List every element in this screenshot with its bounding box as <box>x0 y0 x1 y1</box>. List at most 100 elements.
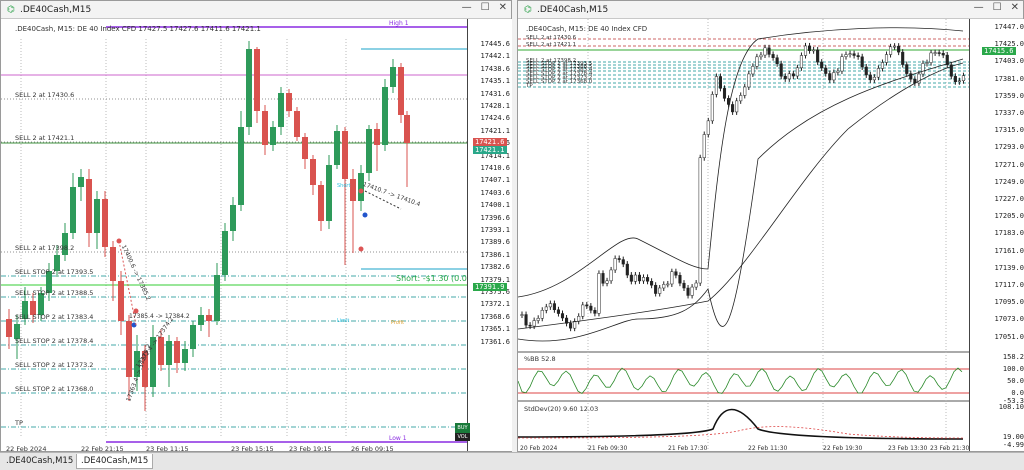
candle-body <box>286 93 292 111</box>
price-tick: 17428.1 <box>480 102 510 110</box>
chart-icon: ⌬ <box>6 5 16 15</box>
tab-chart-1[interactable]: .DE40Cash,M15 <box>2 454 77 468</box>
candle-body <box>614 258 617 269</box>
left-chart-area[interactable]: .DE40Cash, M15: DE 40 Index CFD 17427.5 … <box>1 19 511 451</box>
candle-body <box>650 281 653 285</box>
candle-body <box>533 321 536 327</box>
candle-body <box>326 165 332 221</box>
candle-body <box>962 76 965 81</box>
candle-body <box>667 284 670 285</box>
price-tick: 17431.6 <box>480 90 510 98</box>
candle-body <box>561 314 564 318</box>
candle-body <box>845 55 848 57</box>
order-label: SELL STOP 2 at 17373.2 <box>15 361 93 369</box>
price-tick: 17407.1 <box>480 176 510 184</box>
price-tick: 17445.6 <box>480 40 510 48</box>
candle-body <box>254 49 260 111</box>
candle-body <box>638 275 641 281</box>
candle-body <box>318 185 324 221</box>
candle-body <box>922 63 925 74</box>
candle-body <box>246 49 252 127</box>
right-price-scale[interactable]: 17447.0 17425.0 17403.0 17381.0 17359.0 17337… <box>969 19 1024 451</box>
candle-body <box>930 53 933 63</box>
right-chart-area[interactable]: .DE40Cash, M15: DE 40 Index CFD SELL 2 a… <box>518 19 1023 451</box>
tab-chart-2[interactable]: .DE40Cash,M15 <box>76 454 153 469</box>
left-titlebar[interactable]: ⌬ .DE40Cash,M15 — ☐ ✕ <box>1 1 511 19</box>
price-badge-2: 17421.1 <box>473 146 507 154</box>
indicator-tick: -4.99 <box>1003 441 1024 449</box>
candle-body <box>190 325 196 349</box>
candle-body <box>796 68 799 76</box>
maximize-icon[interactable]: ☐ <box>481 2 490 13</box>
candle-body <box>780 64 783 77</box>
price-tick: 17389.6 <box>480 238 510 246</box>
candle-body <box>752 66 755 74</box>
close-icon[interactable]: ✕ <box>1011 2 1019 13</box>
candle-body <box>816 50 819 62</box>
candle-body <box>545 307 548 310</box>
candle-body <box>662 284 665 288</box>
candle-body <box>837 71 840 72</box>
small-label-profit: Profit <box>391 319 404 327</box>
candle-body <box>350 179 356 201</box>
minimize-icon[interactable]: — <box>462 2 472 13</box>
price-tick: 17337.0 <box>994 109 1024 117</box>
candle-body <box>557 310 560 314</box>
candle-body <box>748 74 751 87</box>
candle-body <box>739 95 742 100</box>
price-tick: 17435.1 <box>480 77 510 85</box>
price-tick: 17365.1 <box>480 325 510 333</box>
price-tick: 17396.6 <box>480 214 510 222</box>
trade-marker <box>359 247 364 252</box>
close-icon[interactable]: ✕ <box>499 2 507 13</box>
candle-body <box>626 264 629 275</box>
trade-marker <box>363 213 368 218</box>
indicator-tick: 50.0 <box>1007 377 1024 385</box>
candle-body <box>735 101 738 112</box>
price-tick: 17381.0 <box>994 75 1024 83</box>
low-label: Low 1 <box>389 435 407 443</box>
order-label: SELL STOP 2 at 17378.4 <box>15 337 93 345</box>
candle-body <box>719 76 722 88</box>
price-badge-1: 17421.6 <box>473 138 507 146</box>
candle-body <box>577 316 580 321</box>
maximize-icon[interactable]: ☐ <box>993 2 1002 13</box>
candle-body <box>788 74 791 79</box>
candle-body <box>658 288 661 294</box>
right-window-title: .DE40Cash,M15 <box>537 5 608 15</box>
candle-body <box>646 277 649 281</box>
candle-body <box>792 74 795 76</box>
candle-body <box>602 273 605 283</box>
order-label: SELL 2 at 17430.6 <box>15 91 74 99</box>
price-tick: 17359.0 <box>994 92 1024 100</box>
indicator-tick: 100.0 <box>1003 365 1024 373</box>
indicator-tick: 108.10 <box>999 403 1024 411</box>
candle-body <box>829 74 832 80</box>
candle-body <box>776 58 779 64</box>
left-chart-window[interactable]: ⌬ .DE40Cash,M15 — ☐ ✕ .DE40Cash, M15: DE… <box>0 0 512 452</box>
candle-body <box>549 304 552 307</box>
right-chart-window[interactable]: ⌬ .DE40Cash,M15 — ☐ ✕ .DE40Cash, M15: DE… <box>517 0 1024 452</box>
left-price-scale[interactable]: 17445.6 17442.1 17438.6 17435.1 17431.6 17428… <box>467 19 512 451</box>
candle-body <box>954 76 957 81</box>
candle-body <box>238 127 244 205</box>
candle-body <box>654 285 657 293</box>
right-titlebar[interactable]: ⌬ .DE40Cash,M15 — ☐ ✕ <box>518 1 1023 19</box>
candle-body <box>634 275 637 281</box>
candle-body <box>294 111 300 137</box>
candle-body <box>569 323 572 328</box>
candle-body <box>586 305 589 306</box>
candle-body <box>699 158 702 283</box>
candle-body <box>70 187 76 233</box>
candle-body <box>756 57 759 66</box>
candle-body <box>857 56 860 57</box>
price-tick: 17249.0 <box>994 178 1024 186</box>
vol-button[interactable]: VOL <box>455 433 470 441</box>
minimize-icon[interactable]: — <box>974 2 984 13</box>
candle-body <box>683 283 686 288</box>
candle-body <box>521 315 524 316</box>
candle-body <box>671 272 674 284</box>
buy-button[interactable]: BUY <box>455 423 470 433</box>
candle-body <box>760 55 763 57</box>
chart-tab-bar: .DE40Cash,M15 .DE40Cash,M15 <box>0 452 1024 470</box>
